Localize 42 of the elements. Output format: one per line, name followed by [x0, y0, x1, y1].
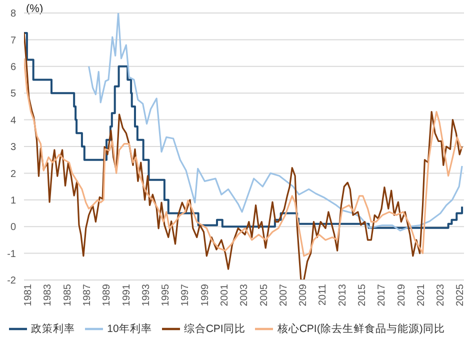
line-series: [24, 32, 463, 280]
y-tick-label: 3: [10, 142, 16, 154]
x-tick-label: 1999: [200, 284, 211, 306]
x-tick-label: 2001: [220, 284, 231, 306]
x-tick-label: 1991: [121, 284, 132, 306]
y-tick-label: 2: [10, 168, 16, 180]
y-tick-label: 1: [10, 195, 16, 206]
y-tick-label: 0: [10, 222, 16, 234]
x-tick-label: 2023: [436, 284, 447, 306]
x-tick-label: 1995: [160, 284, 172, 306]
x-tick-label: 1997: [180, 284, 192, 306]
x-tick-label: 1983: [42, 284, 54, 306]
x-tick-label: 2005: [258, 284, 270, 306]
line-series: [88, 13, 463, 232]
x-tick-label: 2011: [318, 284, 329, 306]
y-tick-label: 6: [10, 62, 16, 73]
x-tick-label: 1989: [102, 284, 113, 306]
x-tick-label: 1985: [62, 284, 74, 306]
x-tick-label: 2003: [239, 284, 250, 306]
x-tick-label: 2007: [278, 284, 290, 306]
y-tick-label: -1: [7, 248, 16, 260]
legend-label: 综合CPI同比: [184, 322, 246, 335]
x-tick-label: 1981: [23, 284, 34, 306]
y-tick-label: 7: [10, 35, 16, 46]
line-series: [24, 58, 463, 257]
x-tick-label: 2017: [376, 284, 388, 306]
x-tick-label: 2019: [396, 284, 408, 306]
y-tick-label: 5: [10, 88, 16, 100]
legend-label: 核心CPI(除去生鲜食品与能源)同比: [277, 322, 445, 335]
legend-label: 10年利率: [107, 322, 152, 335]
y-tick-label: -2: [7, 276, 16, 287]
y-tick-label: 8: [10, 8, 16, 20]
x-tick-label: 2021: [416, 284, 427, 306]
x-tick-label: 2015: [357, 284, 368, 306]
x-tick-label: 1993: [140, 284, 152, 306]
x-tick-label: 2025: [455, 284, 466, 306]
y-tick-label: 4: [10, 115, 16, 126]
x-tick-label: 1987: [82, 284, 94, 306]
x-tick-label: 2013: [337, 284, 348, 306]
legend-label: 政策利率: [31, 322, 76, 335]
y-axis-title: (%): [26, 3, 44, 15]
x-tick-label: 2009: [298, 284, 310, 306]
